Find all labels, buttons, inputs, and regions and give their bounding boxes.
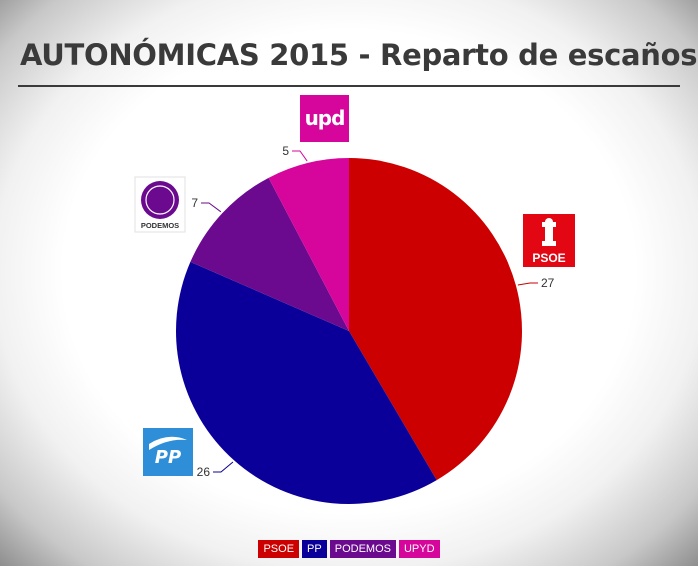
data-label-psoe: 27	[541, 276, 555, 290]
svg-text:upd: upd	[305, 106, 345, 130]
pie-slice-pp	[175, 261, 437, 505]
chart-title: AUTONÓMICAS 2015 - Reparto de escaños	[20, 38, 698, 72]
leader-line-upyd	[292, 150, 308, 162]
pie-slices	[175, 158, 522, 505]
legend-item-upyd: UPYD	[398, 540, 440, 558]
title-underline	[18, 85, 680, 87]
pie-slice-upyd	[268, 158, 349, 331]
legend-item-pp: PP	[302, 540, 327, 558]
svg-text:PSOE: PSOE	[532, 251, 565, 265]
pie-slice-psoe	[349, 158, 522, 481]
chart-legend: PSOE PP PODEMOS UPYD	[0, 540, 698, 558]
svg-text:PP: PP	[155, 447, 181, 468]
data-label-upyd: 5	[282, 144, 289, 158]
legend-item-psoe: PSOE	[258, 540, 300, 558]
leader-line-pp	[213, 461, 234, 473]
data-label-pp: 26	[197, 465, 211, 479]
leader-line-psoe	[517, 282, 538, 286]
psoe-logo: PSOE	[523, 214, 575, 267]
pp-logo: PP	[143, 428, 193, 476]
data-label-podemos: 7	[191, 196, 198, 210]
leader-line-podemos	[201, 202, 222, 213]
upyd-logo: upd	[300, 95, 349, 142]
podemos-logo: PODEMOS	[134, 176, 186, 233]
leader-lines	[201, 150, 538, 473]
legend-item-podemos: PODEMOS	[329, 540, 396, 558]
svg-text:PODEMOS: PODEMOS	[141, 221, 179, 230]
data-labels: 27 26 7 5	[191, 144, 554, 479]
pie-slice-podemos	[190, 177, 349, 331]
